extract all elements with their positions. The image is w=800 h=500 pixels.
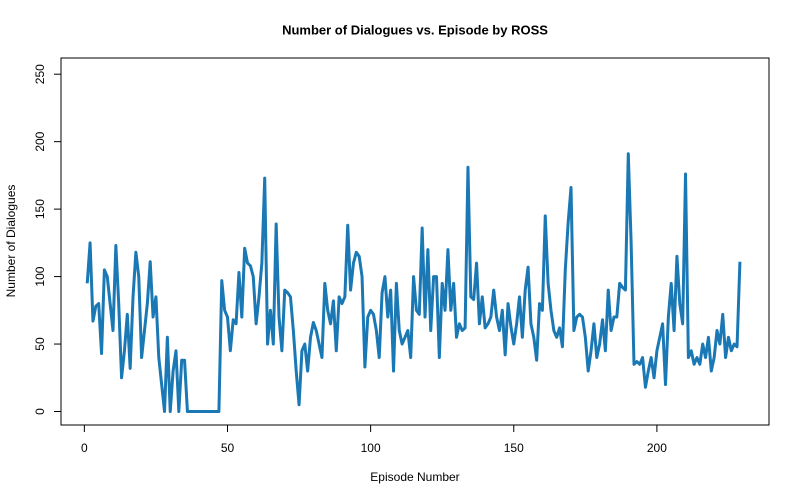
x-tick-label: 50 — [221, 441, 235, 455]
y-axis-label: Number of Dialogues — [4, 185, 18, 298]
x-tick-label: 200 — [647, 441, 667, 455]
x-tick-label: 0 — [81, 441, 88, 455]
y-tick-label: 250 — [33, 64, 47, 84]
x-tick-label: 100 — [361, 441, 381, 455]
chart-title: Number of Dialogues vs. Episode by ROSS — [282, 22, 548, 37]
data-line — [85, 152, 742, 414]
y-tick-label: 50 — [33, 337, 47, 351]
y-tick-label: 150 — [33, 199, 47, 219]
y-tick-label: 0 — [33, 408, 47, 415]
y-tick-label: 100 — [33, 266, 47, 286]
y-tick-label: 200 — [33, 131, 47, 151]
x-tick-label: 150 — [504, 441, 524, 455]
x-axis-label: Episode Number — [370, 470, 459, 484]
